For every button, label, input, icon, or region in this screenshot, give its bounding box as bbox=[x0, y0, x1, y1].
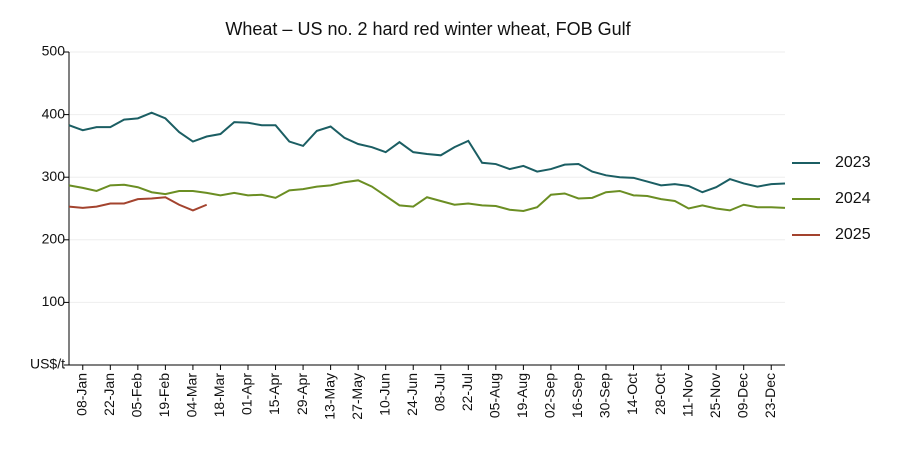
x-tick-label: 14-Oct bbox=[624, 373, 640, 415]
y-tick-label: 100 bbox=[42, 293, 66, 309]
legend-label: 2023 bbox=[835, 154, 871, 171]
x-tick-label: 11-Nov bbox=[679, 373, 695, 417]
x-tick-label: 16-Sep bbox=[569, 373, 585, 418]
line-series bbox=[68, 196, 208, 212]
x-tick-label: 19-Aug bbox=[514, 373, 530, 418]
x-tick-label: 23-Dec bbox=[762, 373, 778, 418]
x-tick-label: 02-Sep bbox=[542, 373, 558, 418]
x-tick-label: 29-Apr bbox=[294, 373, 310, 415]
x-tick-label: 22-Jul bbox=[459, 373, 475, 411]
x-tick-label: 01-Apr bbox=[239, 373, 255, 415]
y-tick-label: 200 bbox=[42, 231, 66, 247]
x-tick-label: 13-May bbox=[321, 373, 337, 420]
x-tick-label: 10-Jun bbox=[376, 373, 392, 416]
x-tick-label: 04-Mar bbox=[184, 373, 200, 418]
x-tick-label: 09-Dec bbox=[734, 373, 750, 418]
x-tick-label: 05-Feb bbox=[129, 373, 145, 418]
y-tick-label: 500 bbox=[42, 43, 66, 59]
x-tick-label: 05-Aug bbox=[487, 373, 503, 418]
x-tick-label: 22-Jan bbox=[101, 373, 117, 416]
legend-label: 2025 bbox=[835, 226, 871, 243]
y-tick-label: 300 bbox=[42, 168, 66, 184]
x-tick-label: 25-Nov bbox=[707, 373, 723, 418]
x-tick-label: 08-Jan bbox=[73, 373, 89, 416]
x-tick-label: 19-Feb bbox=[156, 373, 172, 418]
chart-title: Wheat – US no. 2 hard red winter wheat, … bbox=[225, 19, 631, 39]
line-series bbox=[68, 179, 786, 213]
y-tick-label: US$/t bbox=[30, 356, 65, 372]
x-tick-label: 18-Mar bbox=[211, 373, 227, 418]
x-tick-label: 28-Oct bbox=[652, 373, 668, 415]
x-tick-label: 08-Jul bbox=[431, 373, 447, 411]
x-tick-label: 27-May bbox=[349, 373, 365, 420]
x-tick-label: 30-Sep bbox=[597, 373, 613, 418]
x-tick-label: 15-Apr bbox=[266, 373, 282, 415]
legend-label: 2024 bbox=[835, 190, 871, 207]
line-series bbox=[68, 111, 786, 194]
x-tick-label: 24-Jun bbox=[404, 373, 420, 416]
y-tick-label: 400 bbox=[42, 105, 66, 121]
